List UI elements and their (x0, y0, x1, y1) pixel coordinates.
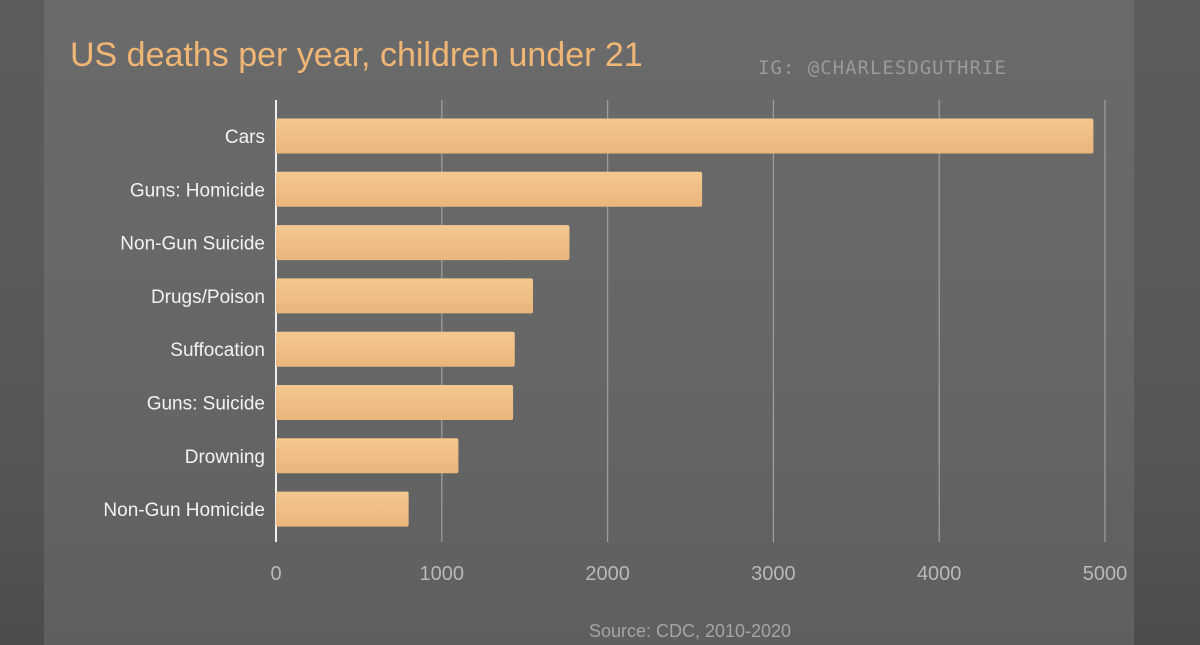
bar (276, 385, 514, 420)
bars (276, 118, 1094, 527)
watermark-handle: IG: @CHARLESDGUTHRIE (758, 57, 1007, 79)
bar (276, 118, 1094, 154)
bar (276, 438, 459, 474)
x-tick-label: 0 (270, 563, 281, 585)
category-label: Guns: Suicide (147, 394, 265, 415)
category-label: Drowning (185, 447, 265, 468)
category-label: Non-Gun Homicide (103, 500, 265, 521)
category-label: Guns: Homicide (130, 180, 265, 201)
category-label: Drugs/Poison (151, 287, 265, 308)
category-label: Cars (225, 127, 265, 148)
chart-title: US deaths per year, children under 21 (70, 36, 643, 74)
bar (276, 491, 409, 527)
x-tick-label: 5000 (1083, 563, 1128, 585)
x-tick-label: 2000 (585, 563, 630, 585)
bar (276, 278, 533, 314)
x-tick-label: 4000 (917, 563, 962, 585)
bar (276, 171, 703, 207)
gridlines (275, 100, 1106, 542)
bar (276, 331, 515, 367)
category-label: Non-Gun Suicide (120, 234, 265, 255)
x-tick-label: 1000 (420, 563, 465, 585)
category-labels: Cars Guns: Homicide Non-Gun Suicide Drugs/P… (103, 127, 265, 521)
chart-panel (44, 0, 1134, 645)
x-tick-labels: 0 1000 2000 3000 4000 5000 (270, 563, 1127, 585)
category-label: Suffocation (170, 340, 265, 361)
x-tick-label: 3000 (751, 563, 796, 585)
bar (276, 225, 570, 261)
source-note: Source: CDC, 2010-2020 (589, 621, 791, 641)
